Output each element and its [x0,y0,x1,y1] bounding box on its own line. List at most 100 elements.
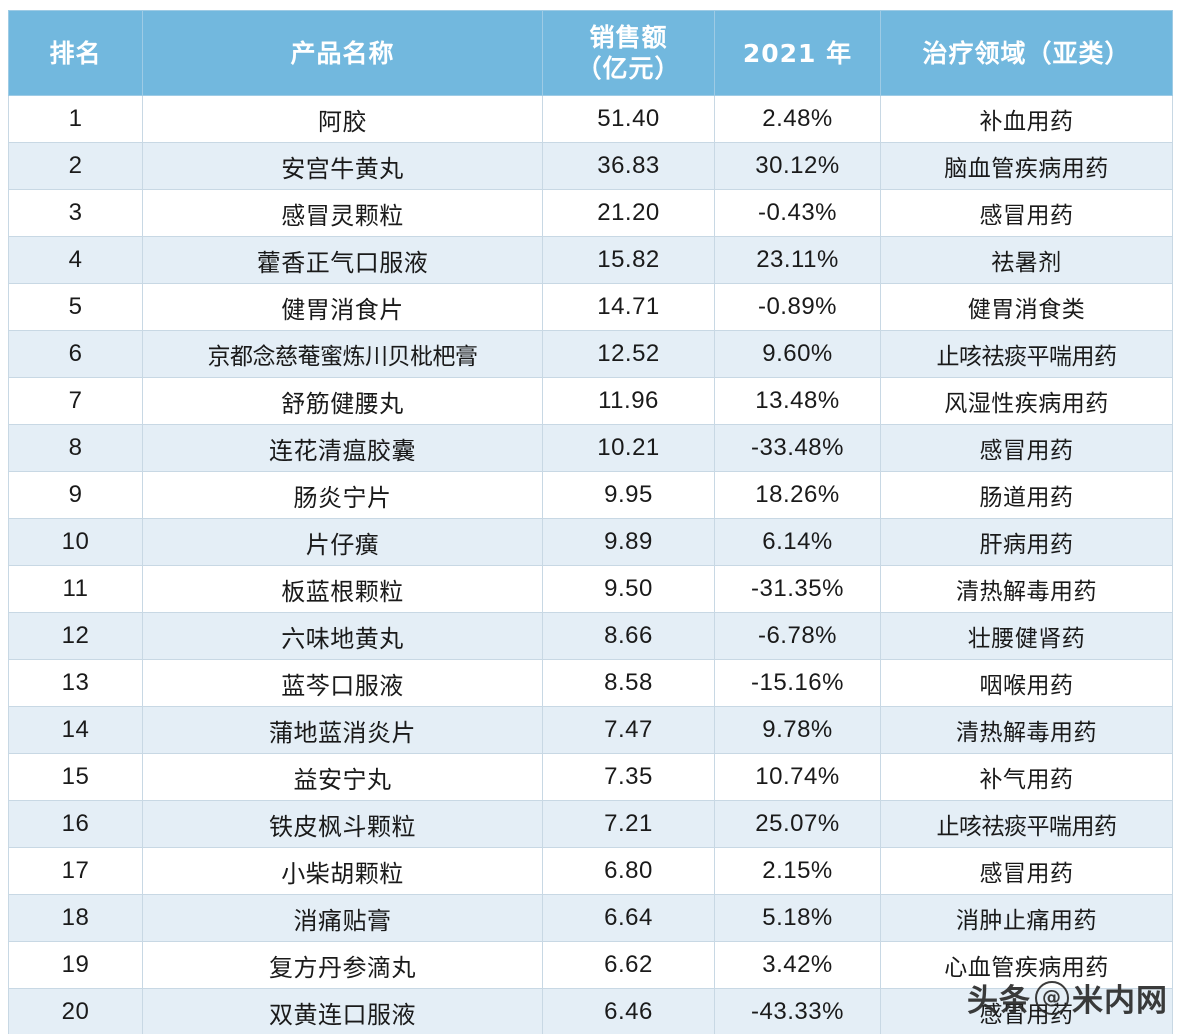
column-header-treatment-area: 治疗领域（亚类） [880,10,1173,96]
cell-treatment-area: 壮腰健肾药 [880,612,1173,660]
cell-product-name: 六味地黄丸 [142,612,543,660]
table-row: 5 健胃消食片 14.71 -0.89% 健胃消食类 [8,283,1173,331]
cell-sales-amount: 7.47 [542,706,715,754]
table-row: 6 京都念慈菴蜜炼川贝枇杷膏 12.52 9.60% 止咳祛痰平喘用药 [8,330,1173,378]
cell-treatment-area: 风湿性疾病用药 [880,377,1173,425]
cell-product-name: 双黄连口服液 [142,988,543,1034]
cell-rank: 17 [8,847,143,895]
cell-treatment-area: 感冒用药 [880,189,1173,237]
cell-sales-amount: 8.58 [542,659,715,707]
cell-growth-rate: 6.14% [714,518,881,566]
cell-treatment-area: 健胃消食类 [880,283,1173,331]
cell-growth-rate: 2.15% [714,847,881,895]
table-row: 13 蓝芩口服液 8.58 -15.16% 咽喉用药 [8,659,1173,707]
cell-treatment-area: 肝病用药 [880,518,1173,566]
cell-rank: 16 [8,800,143,848]
cell-growth-rate: 9.78% [714,706,881,754]
cell-sales-amount: 21.20 [542,189,715,237]
table-header: 排名 产品名称 销售额 （亿元） 2021 年 治疗领域（亚类） [8,10,1173,96]
cell-rank: 14 [8,706,143,754]
column-header-year-growth: 2021 年 [714,10,881,96]
cell-product-name: 铁皮枫斗颗粒 [142,800,543,848]
column-header-rank: 排名 [8,10,143,96]
cell-sales-amount: 11.96 [542,377,715,425]
cell-product-name: 蒲地蓝消炎片 [142,706,543,754]
cell-rank: 7 [8,377,143,425]
cell-growth-rate: 18.26% [714,471,881,519]
cell-rank: 10 [8,518,143,566]
table-row: 3 感冒灵颗粒 21.20 -0.43% 感冒用药 [8,189,1173,237]
cell-rank: 9 [8,471,143,519]
table-row: 14 蒲地蓝消炎片 7.47 9.78% 清热解毒用药 [8,706,1173,754]
cell-growth-rate: -31.35% [714,565,881,613]
table-row: 19 复方丹参滴丸 6.62 3.42% 心血管疾病用药 [8,941,1173,989]
cell-product-name: 藿香正气口服液 [142,236,543,284]
table-row: 16 铁皮枫斗颗粒 7.21 25.07% 止咳祛痰平喘用药 [8,800,1173,848]
cell-sales-amount: 36.83 [542,142,715,190]
column-header-sales-amount: 销售额 （亿元） [542,10,715,96]
cell-product-name: 感冒灵颗粒 [142,189,543,237]
table-body: 1 阿胶 51.40 2.48% 补血用药 2 安宫牛黄丸 36.83 30.12% 脑血管疾病用… [8,95,1173,1034]
table-row: 9 肠炎宁片 9.95 18.26% 肠道用药 [8,471,1173,519]
cell-treatment-area: 咽喉用药 [880,659,1173,707]
cell-sales-amount: 7.21 [542,800,715,848]
table-row: 12 六味地黄丸 8.66 -6.78% 壮腰健肾药 [8,612,1173,660]
cell-growth-rate: 10.74% [714,753,881,801]
cell-rank: 6 [8,330,143,378]
cell-growth-rate: 25.07% [714,800,881,848]
table-row: 2 安宫牛黄丸 36.83 30.12% 脑血管疾病用药 [8,142,1173,190]
cell-growth-rate: 30.12% [714,142,881,190]
cell-product-name: 小柴胡颗粒 [142,847,543,895]
cell-product-name: 消痛贴膏 [142,894,543,942]
cell-rank: 11 [8,565,143,613]
cell-product-name: 片仔癀 [142,518,543,566]
cell-product-name: 京都念慈菴蜜炼川贝枇杷膏 [142,330,543,378]
cell-rank: 8 [8,424,143,472]
table-row: 7 舒筋健腰丸 11.96 13.48% 风湿性疾病用药 [8,377,1173,425]
table-row: 10 片仔癀 9.89 6.14% 肝病用药 [8,518,1173,566]
table-row: 11 板蓝根颗粒 9.50 -31.35% 清热解毒用药 [8,565,1173,613]
cell-treatment-area: 祛暑剂 [880,236,1173,284]
cell-growth-rate: 2.48% [714,95,881,143]
cell-product-name: 复方丹参滴丸 [142,941,543,989]
cell-rank: 4 [8,236,143,284]
cell-sales-amount: 9.50 [542,565,715,613]
table-row: 15 益安宁丸 7.35 10.74% 补气用药 [8,753,1173,801]
cell-growth-rate: -0.89% [714,283,881,331]
cell-product-name: 连花清瘟胶囊 [142,424,543,472]
table-row: 4 藿香正气口服液 15.82 23.11% 祛暑剂 [8,236,1173,284]
cell-product-name: 健胃消食片 [142,283,543,331]
cell-treatment-area: 止咳祛痰平喘用药 [880,800,1173,848]
cell-growth-rate: -43.33% [714,988,881,1034]
cell-sales-amount: 14.71 [542,283,715,331]
cell-product-name: 舒筋健腰丸 [142,377,543,425]
cell-sales-amount: 8.66 [542,612,715,660]
cell-treatment-area: 止咳祛痰平喘用药 [880,330,1173,378]
ranking-table: 排名 产品名称 销售额 （亿元） 2021 年 治疗领域（亚类） [8,10,1173,1034]
cell-product-name: 阿胶 [142,95,543,143]
cell-rank: 20 [8,988,143,1034]
cell-sales-amount: 9.89 [542,518,715,566]
cell-growth-rate: -33.48% [714,424,881,472]
cell-product-name: 蓝芩口服液 [142,659,543,707]
cell-treatment-area: 心血管疾病用药 [880,941,1173,989]
cell-treatment-area: 消肿止痛用药 [880,894,1173,942]
cell-treatment-area: 感冒用药 [880,988,1173,1034]
cell-product-name: 安宫牛黄丸 [142,142,543,190]
cell-rank: 13 [8,659,143,707]
cell-treatment-area: 清热解毒用药 [880,565,1173,613]
column-header-product-name: 产品名称 [142,10,543,96]
table-row: 1 阿胶 51.40 2.48% 补血用药 [8,95,1173,143]
table-header-row: 排名 产品名称 销售额 （亿元） 2021 年 治疗领域（亚类） [8,10,1173,96]
cell-product-name: 肠炎宁片 [142,471,543,519]
cell-sales-amount: 6.80 [542,847,715,895]
cell-treatment-area: 感冒用药 [880,847,1173,895]
ranking-table-container: 排名 产品名称 销售额 （亿元） 2021 年 治疗领域（亚类） [8,10,1173,1034]
cell-growth-rate: -0.43% [714,189,881,237]
cell-product-name: 板蓝根颗粒 [142,565,543,613]
cell-treatment-area: 感冒用药 [880,424,1173,472]
cell-sales-amount: 6.62 [542,941,715,989]
cell-growth-rate: 13.48% [714,377,881,425]
cell-rank: 12 [8,612,143,660]
